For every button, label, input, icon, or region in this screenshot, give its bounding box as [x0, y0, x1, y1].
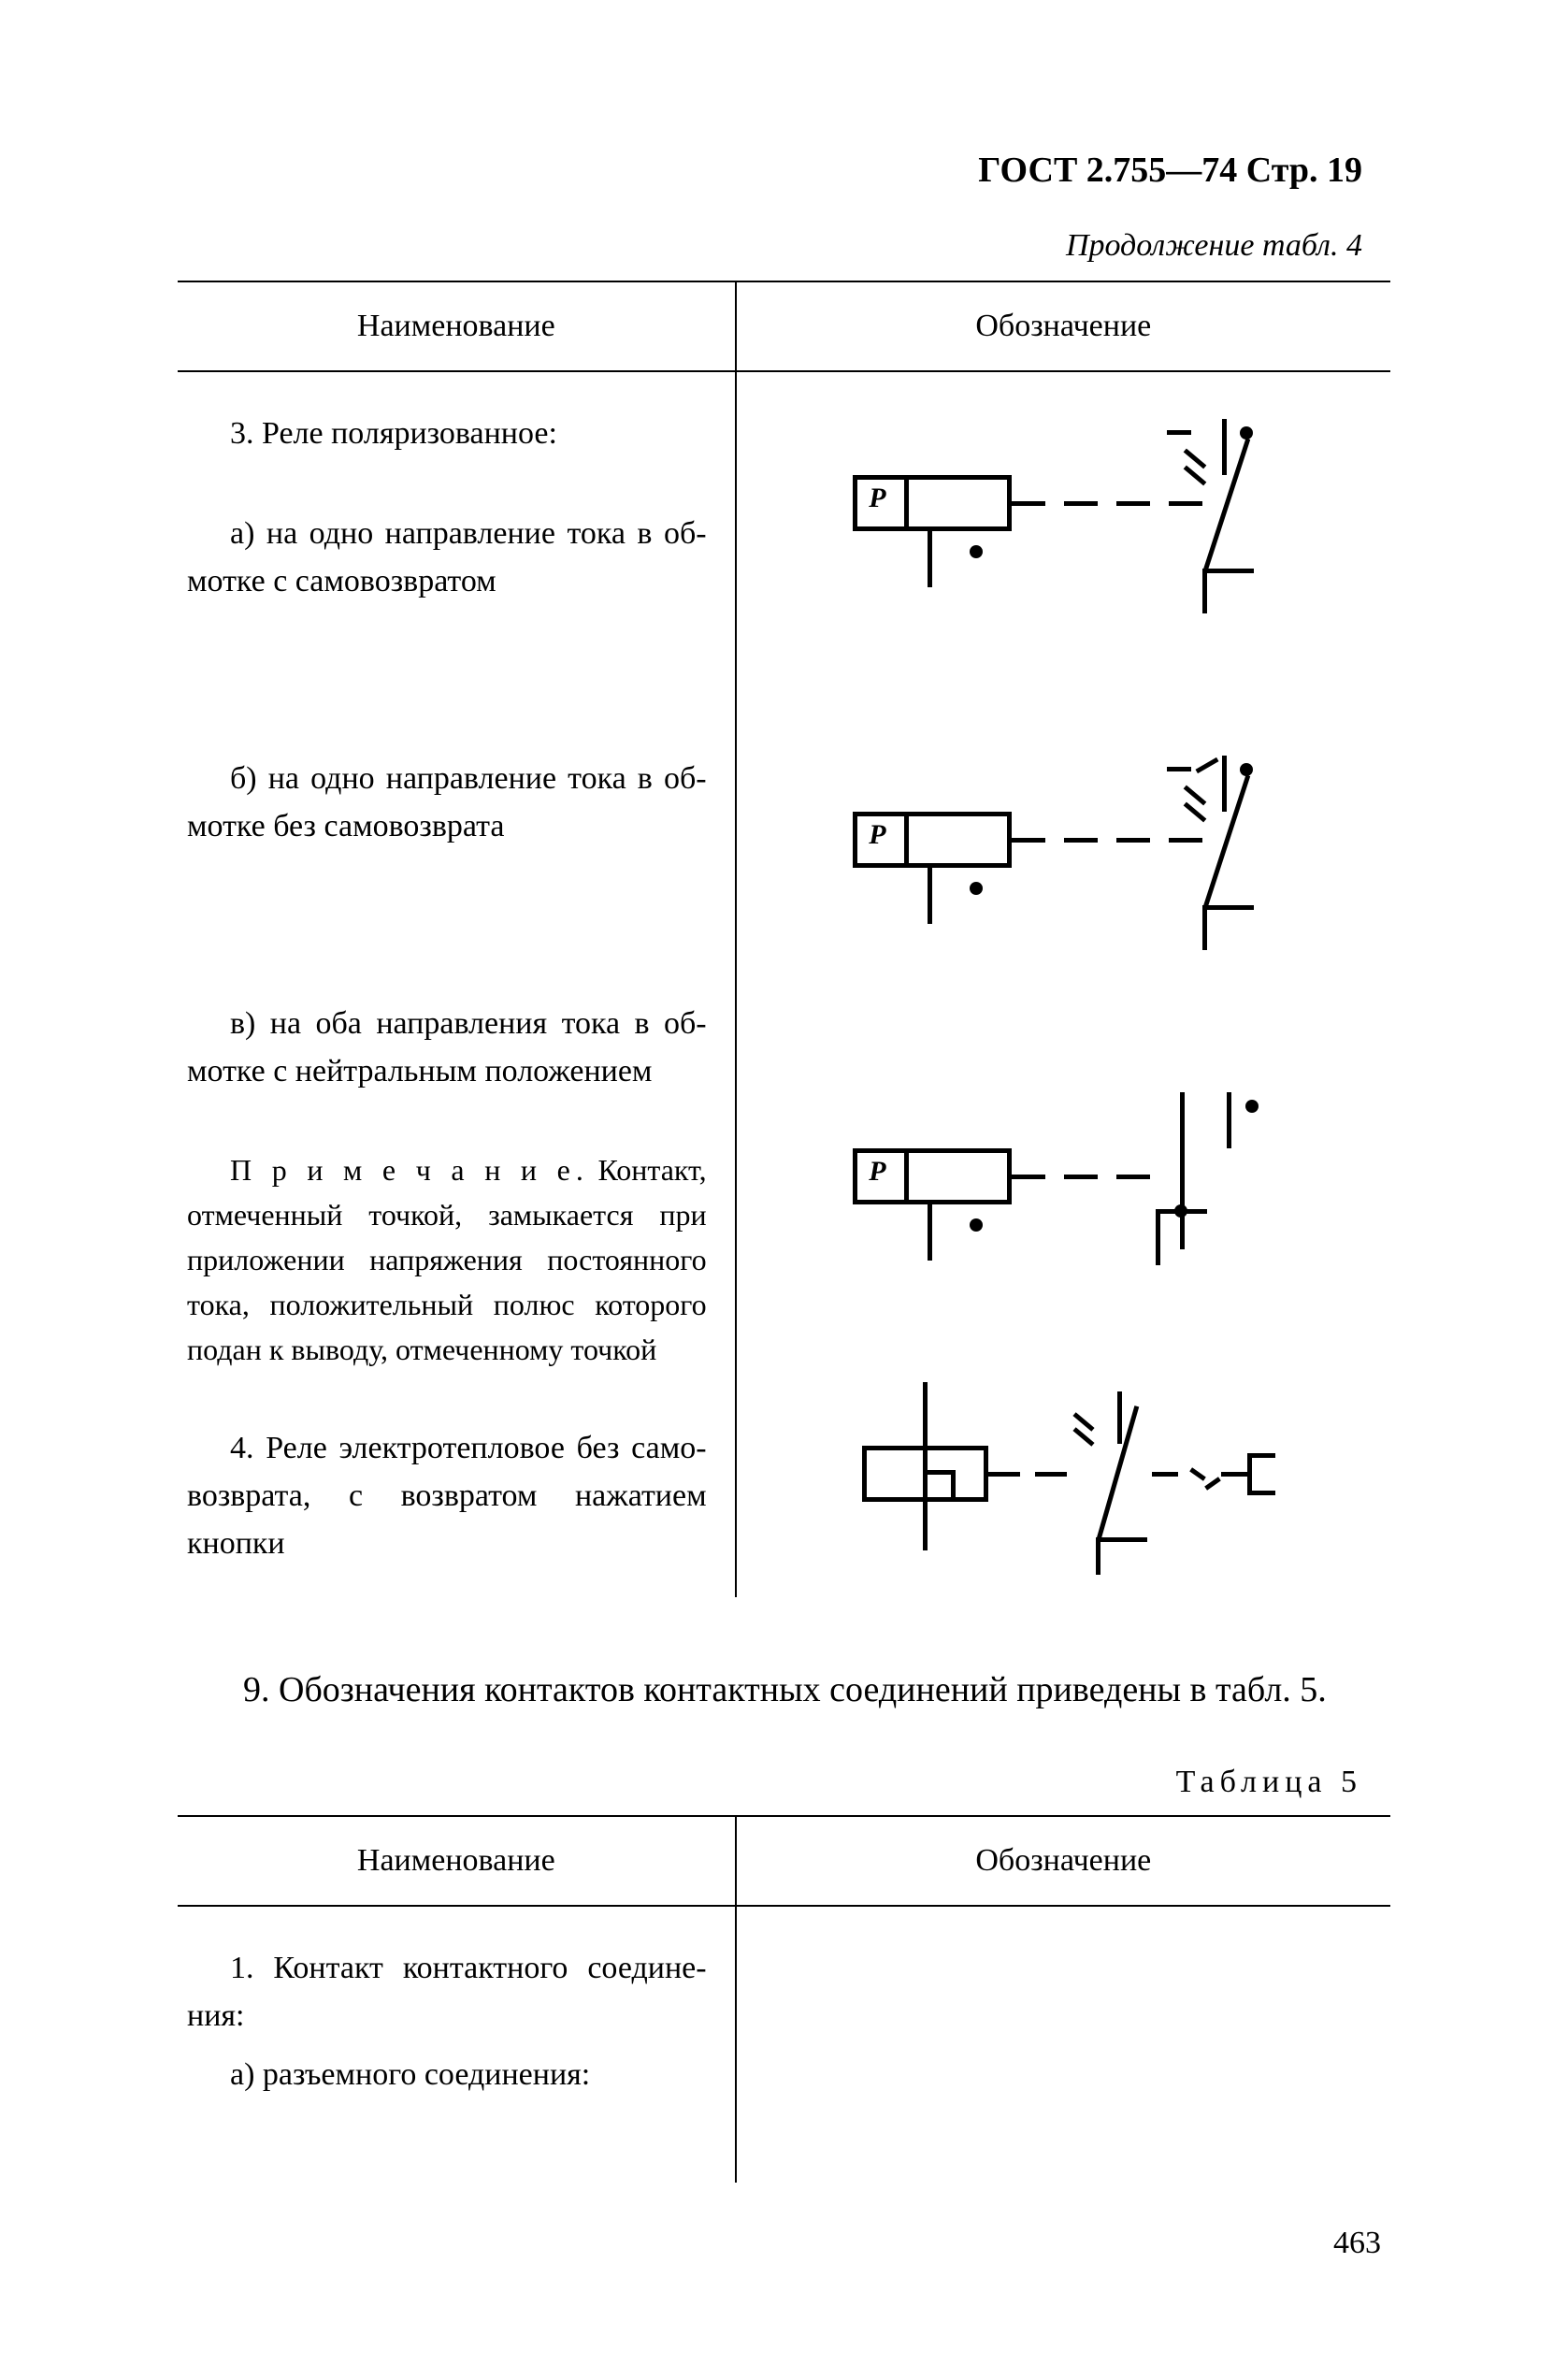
- t5-row1a: а) разъемного соединения:: [187, 2051, 707, 2098]
- relay-symbol-3b: P: [834, 737, 1320, 952]
- row3-b: б) на одно направление тока в об­мотке б…: [187, 755, 707, 850]
- table5: Наименование Обозначение 1. Контакт конт…: [178, 1815, 1390, 2183]
- relay-symbol-4: [834, 1382, 1320, 1569]
- t5-row1: 1. Контакт контактного соедине­ния:: [187, 1944, 707, 2040]
- relay-symbol-3a: P: [834, 400, 1320, 615]
- table5-label: Таблица 5: [178, 1765, 1390, 1800]
- table5-col-symbol: Обозначение: [736, 1816, 1390, 1906]
- relay-p-label-3b: P: [869, 819, 885, 851]
- note-lead: П р и м е ч а н и е.: [230, 1153, 589, 1187]
- table4-continuation: Продолжение табл. 4: [178, 228, 1390, 264]
- row3-note: П р и м е ч а н и е. Контакт, отме­ченны…: [187, 1147, 707, 1372]
- table4-symbols: P: [736, 371, 1390, 1597]
- row3-a: а) на одно направление тока в об­мотке с…: [187, 510, 707, 605]
- row4: 4. Реле электротепловое без само­возврат…: [187, 1424, 707, 1567]
- table5-names: 1. Контакт контактного соедине­ния: а) р…: [178, 1906, 736, 2183]
- table4-names: 3. Реле поляризованное: а) на одно напра…: [178, 371, 736, 1597]
- page-number: 463: [1333, 2226, 1381, 2261]
- table5-col-name: Наименование: [178, 1816, 736, 1906]
- table4-col-symbol: Обозначение: [736, 281, 1390, 371]
- row3-title: 3. Реле поляризованное:: [187, 410, 707, 457]
- relay-symbol-3c: P: [834, 1074, 1320, 1289]
- table4: Наименование Обозначение 3. Реле поляриз…: [178, 281, 1390, 1597]
- table4-col-name: Наименование: [178, 281, 736, 371]
- table5-symbols: [736, 1906, 1390, 2183]
- section-9: 9. Обозначения контактов контактных соед…: [178, 1663, 1390, 1718]
- header-gost: ГОСТ 2.755—74 Стр. 19: [178, 150, 1390, 191]
- row3-c: в) на оба направления тока в об­мотке с …: [187, 1000, 707, 1095]
- page: ГОСТ 2.755—74 Стр. 19 Продолжение табл. …: [0, 0, 1568, 2364]
- relay-p-label-3a: P: [869, 483, 885, 514]
- relay-p-label-3c: P: [869, 1156, 885, 1188]
